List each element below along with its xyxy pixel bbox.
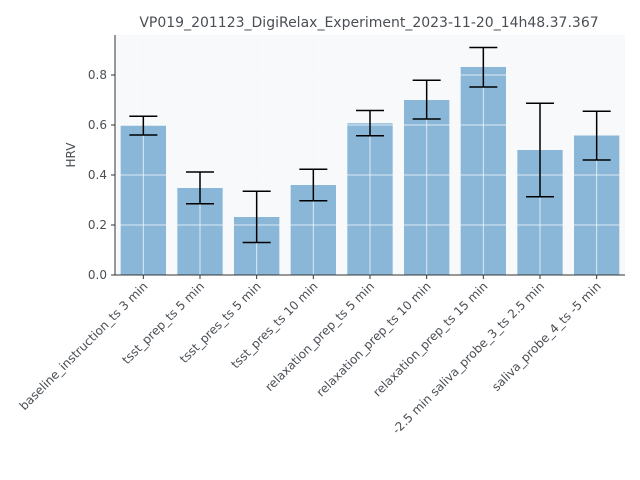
x-tick-label: relaxation_prep_ts 10 min (314, 279, 434, 399)
y-tick-label: 0.0 (88, 268, 107, 282)
bars (115, 35, 625, 276)
y-ticks: 0.0 0.2 0.4 0.6 0.8 (88, 68, 115, 282)
y-tick-label: 0.6 (88, 118, 107, 132)
error-bars (129, 46, 611, 244)
chart-title: VP019_201123_DigiRelax_Experiment_2023-1… (139, 15, 598, 31)
y-axis-label: HRV (64, 142, 78, 168)
x-tick-label: relaxation_prep_ts 15 min (370, 279, 490, 399)
y-tick-label: 0.4 (88, 168, 107, 182)
x-ticks: baseline_instruction_ts 3 mintsst_prep_t… (17, 275, 604, 437)
x-tick-label: saliva_probe_4_ts -5 min (489, 279, 604, 394)
x-tick-label: relaxation_prep_ts 5 min (262, 279, 377, 394)
y-tick-label: 0.8 (88, 68, 107, 82)
y-tick-label: 0.2 (88, 218, 107, 232)
